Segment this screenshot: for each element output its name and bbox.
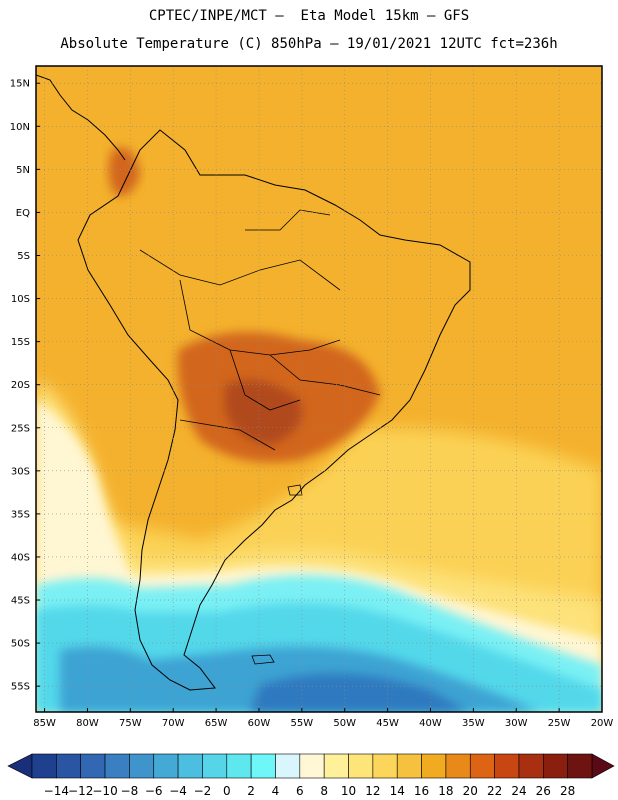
colorbar-tick-label: −6 (145, 784, 163, 798)
chart-title: CPTEC/INPE/MCT – Eta Model 15km – GFS (148, 8, 470, 24)
colorbar-tick-label: 14 (390, 784, 405, 798)
colorbar-tick-label: 12 (365, 784, 380, 798)
plot-frame (35, 65, 603, 713)
colorbar-box (104, 753, 130, 779)
colorbar-tick-label: 20 (463, 784, 478, 798)
colorbar-tick-label: −2 (194, 784, 212, 798)
lat-label: 50S (11, 639, 30, 650)
field-cold-deep (250, 673, 470, 712)
colorbar-box (494, 753, 520, 779)
lat-label: 30S (11, 466, 30, 477)
longitude-labels: 85W 80W 75W 70W 65W 60W 55W 50W 45W 40W 35W 30W 25W 2… (33, 718, 613, 729)
field-hot-north (108, 147, 140, 196)
lat-label: 20S (11, 380, 30, 391)
colorbar-box (348, 753, 374, 779)
colorbar-box (323, 753, 349, 779)
colorbar-tick-label: 6 (296, 784, 304, 798)
colorbar-tick-label: 16 (414, 784, 429, 798)
colorbar-box (396, 753, 422, 779)
lon-label: 50W (333, 718, 356, 729)
colorbar-box (250, 753, 276, 779)
colorbar-tick-label: 4 (272, 784, 280, 798)
coastline-south-america (77, 129, 471, 691)
colorbar-box (129, 753, 155, 779)
colorbar-tick-label: −8 (121, 784, 139, 798)
lat-label: 15S (11, 337, 30, 348)
lon-label: 30W (505, 718, 528, 729)
colorbar-tick-label: −4 (169, 784, 187, 798)
colorbar-tick-label: 2 (247, 784, 255, 798)
colorbar-tick-label: 0 (223, 784, 231, 798)
lon-label: 70W (162, 718, 185, 729)
colorbar-labels: −14 −12 −10 −8 −6 −4 −2 0 2 4 6 8 10 12 14 16 18 20 22 24 26… (44, 784, 576, 798)
colorbar-box (177, 753, 203, 779)
colorbar-box (518, 753, 544, 779)
field-hottest (225, 380, 302, 445)
lon-label: 35W (462, 718, 485, 729)
lon-label: 20W (591, 718, 614, 729)
colorbar-box (567, 753, 593, 779)
colorbar-low-arrow (7, 753, 33, 779)
colorbar-box (31, 753, 57, 779)
colorbar-box (202, 753, 228, 779)
lat-label: 55S (11, 682, 30, 693)
colorbar-box (275, 753, 301, 779)
coastline-central-america (36, 74, 126, 161)
colorbar-tick-label: −12 (68, 784, 93, 798)
colorbar-box (226, 753, 252, 779)
chart-subtitle: Absolute Temperature (C) 850hPa – 19/01/… (60, 36, 558, 52)
colorbar-box (469, 753, 495, 779)
lon-label: 80W (76, 718, 99, 729)
lat-label: EQ (16, 208, 30, 219)
colorbar-box (543, 753, 568, 779)
colorbar-box (372, 753, 398, 779)
colorbar-boxes (7, 753, 615, 779)
colorbar-tick-label: −14 (44, 784, 69, 798)
colorbar-tick-label: −10 (92, 784, 117, 798)
latitude-labels: 15N 10N 5N EQ 5S 10S 15S 20S 25S 30S 35S 40S 45S 50S 5… (10, 79, 30, 693)
colorbar-tick-label: 22 (487, 784, 502, 798)
colorbar-high-arrow (591, 753, 615, 779)
country-borders (139, 209, 381, 451)
lon-label: 55W (291, 718, 314, 729)
lon-label: 75W (119, 718, 142, 729)
colorbar-tick-label: 24 (511, 784, 526, 798)
colorbar-tick-label: 10 (341, 784, 356, 798)
lon-label: 40W (419, 718, 442, 729)
lat-label: 25S (11, 423, 30, 434)
lon-label: 25W (548, 718, 571, 729)
lon-label: 65W (205, 718, 228, 729)
lon-label: 45W (376, 718, 399, 729)
colorbar-box (445, 753, 471, 779)
lat-label: 5N (16, 165, 30, 176)
lat-label: 10N (10, 122, 30, 133)
falkland-islands (251, 654, 275, 665)
lat-label: 5S (17, 251, 30, 262)
colorbar-box (56, 753, 81, 779)
colorbar-box (421, 753, 447, 779)
temperature-field (36, 66, 602, 712)
lon-label: 60W (248, 718, 271, 729)
lat-label: 40S (11, 552, 30, 563)
colorbar-tick-label: 28 (560, 784, 575, 798)
colorbar-tick-label: 18 (438, 784, 453, 798)
lat-label: 15N (10, 79, 30, 90)
colorbar-tick-label: 8 (320, 784, 328, 798)
colorbar-box (299, 753, 325, 779)
lon-label: 85W (33, 718, 56, 729)
colorbar-tick-label: 26 (536, 784, 551, 798)
lat-label: 45S (11, 596, 30, 607)
lat-label: 35S (11, 509, 30, 520)
colorbar-box (153, 753, 179, 779)
colorbar-box (80, 753, 106, 779)
lat-label: 10S (11, 294, 30, 305)
